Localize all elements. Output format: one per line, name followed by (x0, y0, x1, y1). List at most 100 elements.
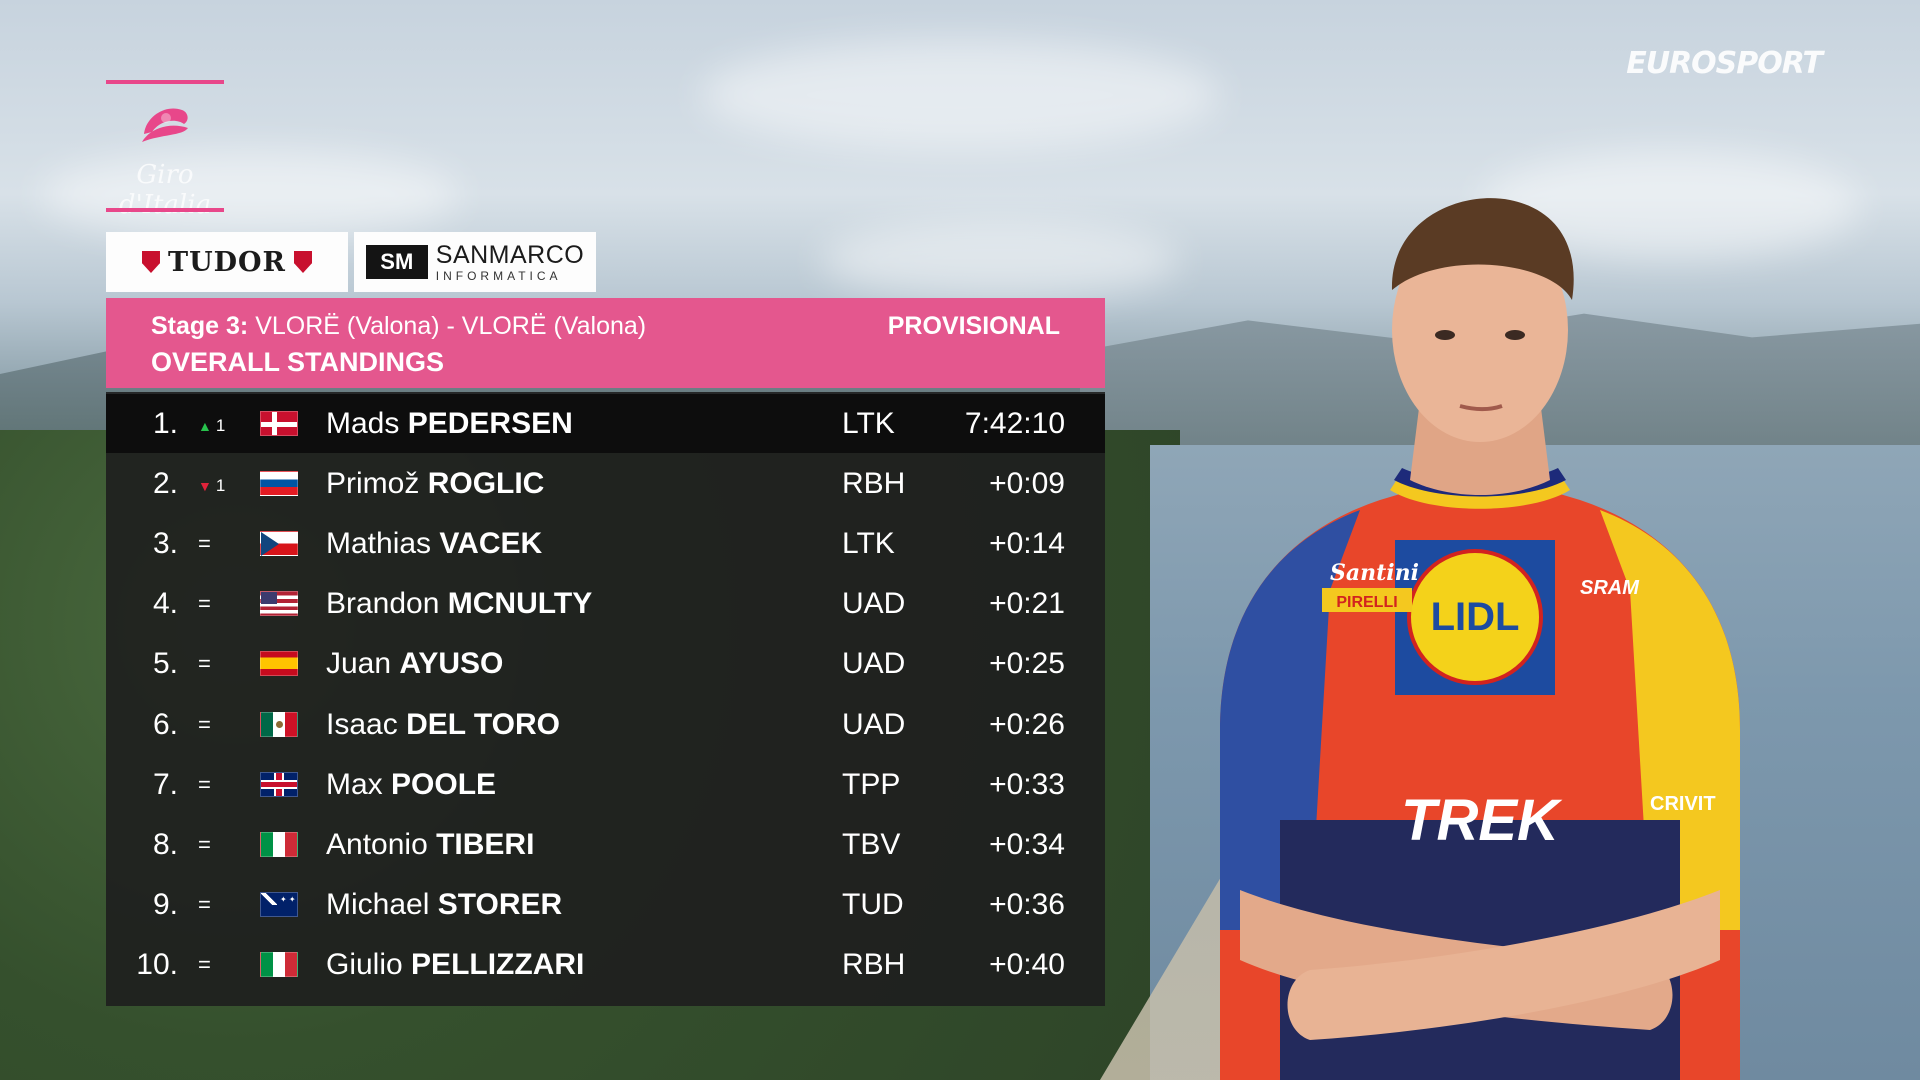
rider-last-name: AYUSO (399, 647, 504, 681)
table-row: 4. = Brandon MCNULTY UAD +0:21 (106, 574, 1105, 633)
rank-unchanged-icon: = (198, 771, 211, 797)
eurosport-logo-text: EUROSPORT (1626, 46, 1823, 81)
stage-label: Stage 3: (151, 312, 249, 340)
gc-time: +0:34 (989, 827, 1065, 861)
rider-last-name: PEDERSEN (407, 407, 573, 440)
rider-portrait: LIDL TREK Santini PIRELLI SRAM CRIVIT (1220, 198, 1740, 1080)
rider-name: Giulio PELLIZZARI (326, 935, 584, 994)
rider-last-name: ROGLIC (427, 467, 545, 501)
slovenia-flag-icon (260, 471, 298, 497)
table-row: 8. = Antonio TIBERI TBV +0:34 (106, 815, 1105, 874)
logo-bar-top (106, 80, 224, 84)
rider-name: Max POOLE (326, 755, 496, 814)
rank-position: 6. (152, 707, 178, 741)
rank-position: 7. (152, 767, 178, 801)
table-row: 6. = Isaac DEL TORO UAD +0:26 (106, 695, 1105, 754)
giro-logo: Giro d'Italia (106, 80, 224, 220)
jersey-sponsor-santini: Santini (1330, 560, 1419, 586)
cloud (820, 220, 1180, 300)
rank-position: 3. (152, 527, 178, 561)
arrow-up-icon: ▲ (198, 418, 212, 434)
gc-time: +0:09 (989, 467, 1065, 501)
italy-flag-icon (260, 831, 298, 857)
jersey-bike-sponsor: TREK (1401, 788, 1563, 853)
rank-position: 10. (136, 947, 178, 981)
eurosport-logo: EUROSPORT (1626, 46, 1823, 81)
giro-rose-icon (142, 108, 188, 142)
table-row: 10. = Giulio PELLIZZARI RBH +0:40 (106, 935, 1105, 994)
rank-unchanged-icon: = (198, 711, 211, 737)
jersey-main-sponsor: LIDL (1431, 595, 1520, 639)
rank-change: = (198, 755, 242, 814)
rider-name: Primož ROGLIC (326, 454, 544, 513)
rider-first-name: Mads (326, 407, 400, 440)
team-code: RBH (842, 947, 906, 981)
rank-change: = (198, 935, 242, 994)
rank-position: 4. (152, 587, 178, 621)
italy-flag-icon (260, 951, 298, 977)
rank-change-value: 1 (215, 476, 226, 496)
rider-last-name: MCNULTY (447, 587, 593, 621)
gc-time: +0:40 (989, 947, 1065, 981)
rank-change-value: 1 (215, 416, 226, 435)
cloud (40, 150, 460, 240)
rider-first-name: Primož (326, 467, 420, 501)
rider-first-name: Giulio (326, 947, 403, 981)
table-row: 9. = Michael STORER TUD +0:36 (106, 875, 1105, 934)
rank-change: = (198, 514, 242, 573)
rank-position: 2. (152, 467, 178, 501)
giro-wordmark: Giro d'Italia (118, 160, 212, 220)
rank-unchanged-icon: = (198, 591, 211, 617)
usa-flag-icon (260, 591, 298, 617)
shield-icon (294, 251, 312, 273)
rider-last-name: POOLE (391, 767, 497, 801)
shield-icon (141, 251, 160, 273)
status-badge: PROVISIONAL (887, 312, 1060, 340)
gc-time: +0:25 (989, 647, 1065, 681)
rider-name: Antonio TIBERI (326, 815, 534, 874)
jersey-sponsor-sram: SRAM (1580, 577, 1640, 599)
rider-first-name: Mathias (326, 527, 432, 561)
mexico-flag-icon (260, 711, 298, 737)
team-code: TBV (842, 827, 901, 861)
sanmarco-sublabel: INFORMATICA (435, 268, 562, 283)
team-code: LTK (842, 407, 895, 440)
jersey-sponsor-crivit: CRIVIT (1650, 793, 1716, 815)
rider-first-name: Michael (326, 887, 430, 921)
table-row: 5. = Juan AYUSO UAD +0:25 (106, 634, 1105, 693)
team-code: TUD (842, 887, 904, 921)
team-code: UAD (842, 707, 906, 741)
rank-change: ▲ 1 (198, 394, 242, 453)
rank-change: = (198, 695, 242, 754)
rank-change: = (198, 634, 242, 693)
cloud (700, 40, 1220, 150)
rider-first-name: Juan (326, 647, 392, 681)
table-row: 1. ▲ 1 Mads PEDERSEN LTK 7:42:10 (106, 394, 1105, 453)
standings-table: 1. ▲ 1 Mads PEDERSEN LTK 7:42:10 2. ▼ 1 Primož RO… (106, 392, 1105, 1006)
gc-time: +0:26 (989, 707, 1065, 741)
team-code: TPP (842, 767, 901, 801)
rider-first-name: Brandon (326, 587, 440, 621)
rank-change: = (198, 574, 242, 633)
rider-name: Brandon MCNULTY (326, 574, 592, 633)
stage-route: VLORË (Valona) - VLORË (Valona) (255, 312, 647, 340)
logo-bar-bottom (106, 208, 224, 212)
great-britain-flag-icon (260, 771, 298, 797)
standings-header: Stage 3: VLORË (Valona) - VLORË (Valona)… (106, 298, 1105, 388)
rank-unchanged-icon: = (198, 831, 211, 857)
sanmarco-label: SANMARCO (435, 240, 585, 269)
rider-last-name: DEL TORO (406, 707, 560, 741)
jersey-sponsor-pirelli: PIRELLI (1336, 594, 1397, 611)
gc-time: +0:36 (989, 887, 1065, 921)
czechia-flag-icon (260, 531, 298, 557)
rank-change: ▼ 1 (198, 454, 242, 513)
sponsor-tudor-label: TUDOR (167, 246, 286, 278)
rank-position: 8. (152, 827, 178, 861)
rank-unchanged-icon: = (198, 951, 211, 977)
rider-last-name: VACEK (439, 527, 543, 561)
team-code: UAD (842, 587, 906, 621)
arrow-down-icon: ▼ (198, 478, 212, 495)
rider-first-name: Isaac (326, 707, 398, 741)
table-row: 2. ▼ 1 Primož ROGLIC RBH +0:09 (106, 454, 1105, 513)
gc-time: +0:33 (989, 767, 1065, 801)
